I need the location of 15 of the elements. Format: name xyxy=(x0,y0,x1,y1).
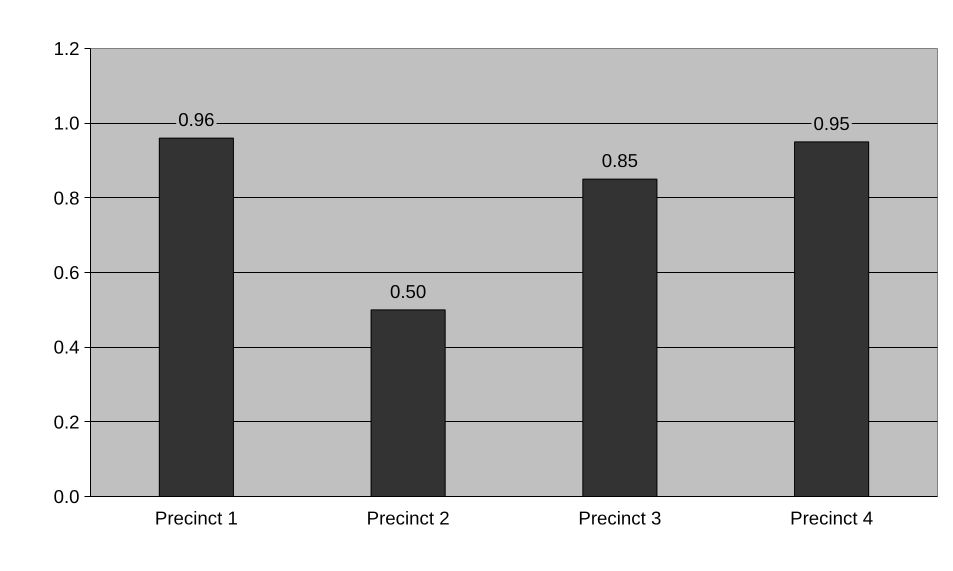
data-label: 0.50 xyxy=(390,280,426,302)
y-tick-label: 1.0 xyxy=(54,112,80,134)
data-label: 0.85 xyxy=(602,150,638,172)
data-label: 0.96 xyxy=(178,109,215,130)
x-tick-label: Precinct 4 xyxy=(790,508,874,528)
x-tick-label: Precinct 3 xyxy=(578,508,662,528)
y-tick-label: 0.8 xyxy=(54,187,80,208)
x-tick-label: Precinct 1 xyxy=(154,508,238,528)
data-label: 0.95 xyxy=(813,112,850,134)
y-tick-label: 1.2 xyxy=(54,38,80,59)
y-tick-label: 0.6 xyxy=(54,262,80,283)
y-tick-label: 0.4 xyxy=(54,336,80,358)
y-tick-label: 0.0 xyxy=(54,486,80,507)
y-tick-label: 0.2 xyxy=(54,411,80,432)
x-tick-label: Precinct 2 xyxy=(366,508,450,528)
